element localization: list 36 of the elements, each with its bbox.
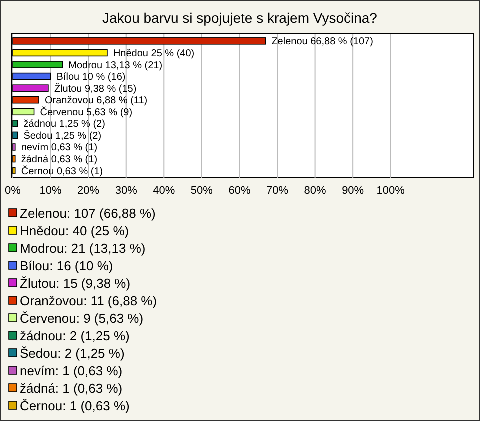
data-label: Hnědou 25 % (40) — [113, 48, 195, 60]
legend-label: Oranžovou: 11 (6,88 %) — [20, 294, 158, 308]
data-label: Zelenou 66,88 % (107) — [272, 36, 374, 48]
x-tick-label: 0% — [5, 185, 22, 197]
legend-label: Černou: 1 (0,63 %) — [20, 398, 130, 414]
legend-label: žádná: 1 (0,63 %) — [20, 381, 123, 396]
chart-title: Jakou barvu si spojujete s krajem Vysočina? — [102, 10, 378, 26]
legend-label: Šedou: 2 (1,25 %) — [20, 346, 125, 361]
data-label: Bílou 10 % (16) — [56, 72, 126, 84]
x-tick-label: 10% — [40, 185, 62, 197]
data-label: Šedou 1,25 % (2) — [24, 130, 102, 142]
data-label: nevím 0,63 % (1) — [21, 142, 98, 154]
legend-label: nevím: 1 (0,63 %) — [20, 364, 123, 378]
x-tick-label: 70% — [266, 185, 289, 197]
data-label: žádnou 1,25 % (2) — [24, 119, 106, 130]
data-label: Žlutou 9,38 % (15) — [54, 82, 137, 95]
legend-label: Modrou: 21 (13,13 %) — [20, 241, 146, 256]
data-label: Oranžovou 6,88 % (11) — [44, 96, 148, 107]
x-tick-label: 60% — [228, 185, 251, 197]
x-tick-label: 50% — [190, 185, 214, 197]
data-label: Modrou 13,13 % (21) — [68, 60, 163, 72]
legend-label: Bílou: 16 (10 %) — [20, 258, 114, 274]
legend-label: Žlutou: 15 (9,38 %) — [20, 276, 131, 291]
x-tick-label: 100% — [376, 185, 406, 197]
x-tick-label: 80% — [304, 185, 327, 197]
data-label: žádná 0,63 % (1) — [21, 154, 98, 166]
legend-label: Červenou: 9 (5,63 %) — [20, 311, 144, 326]
x-tick-label: 30% — [115, 185, 138, 197]
x-tick-label: 20% — [78, 185, 100, 197]
legend-label: žádnou: 2 (1,25 %) — [20, 328, 130, 344]
legend-label: Zelenou: 107 (66,88 %) — [20, 206, 156, 221]
x-tick-label: 40% — [153, 185, 176, 197]
data-label: Černou 0,63 % (1) — [21, 165, 104, 178]
data-label: Červenou 5,63 % (9) — [40, 106, 133, 118]
x-tick-label: 90% — [342, 185, 364, 197]
legend-label: Hnědou: 40 (25 %) — [20, 224, 130, 238]
